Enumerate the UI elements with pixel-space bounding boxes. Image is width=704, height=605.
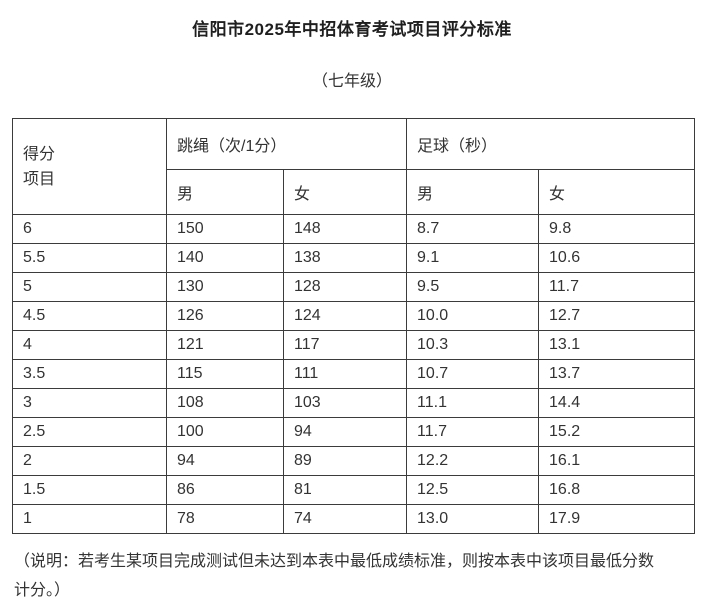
table-body: 6 150 148 8.7 9.8 5.5 140 138 9.1 10.6 5 130 128 9.5 1… — [12, 214, 696, 534]
footnote: （说明：若考生某项目完成测试但未达到本表中最低成绩标准，则按本表中该项目最低分数… — [14, 553, 655, 599]
sub-header-rope-female: 女 — [282, 169, 408, 215]
rope-female-cell: 103 — [282, 388, 408, 418]
football-male-cell: 12.5 — [406, 475, 540, 505]
table-row: 5 130 128 9.5 11.7 — [12, 272, 696, 302]
rope-female-cell: 74 — [282, 504, 408, 534]
rope-male-cell: 100 — [166, 417, 284, 447]
page-title: 信阳市2025年中招体育考试项目评分标准 — [192, 20, 512, 39]
rope-male-cell: 121 — [166, 330, 284, 360]
score-cell: 1.5 — [12, 475, 167, 505]
rope-male-cell: 108 — [166, 388, 284, 418]
football-male-cell: 10.3 — [406, 330, 540, 360]
group-header-football: 足球（秒） — [406, 118, 696, 170]
football-male-cell: 9.5 — [406, 272, 540, 302]
score-cell: 5.5 — [12, 243, 167, 273]
rope-female-cell: 124 — [282, 301, 408, 331]
rope-male-cell: 126 — [166, 301, 284, 331]
football-female-cell: 9.8 — [538, 214, 696, 244]
football-female-cell: 12.7 — [538, 301, 696, 331]
corner-header-line2: 项目 — [23, 170, 56, 188]
rope-male-cell: 86 — [166, 475, 284, 505]
table-group-header-row: 得分 项目 跳绳（次/1分） 足球（秒） — [12, 118, 696, 215]
score-cell: 4.5 — [12, 301, 167, 331]
football-male-cell: 10.7 — [406, 359, 540, 389]
score-cell: 5 — [12, 272, 167, 302]
rope-male-cell: 150 — [166, 214, 284, 244]
rope-male-cell: 130 — [166, 272, 284, 302]
rope-female-cell: 89 — [282, 446, 408, 476]
score-cell: 6 — [12, 214, 167, 244]
rope-female-cell: 81 — [282, 475, 408, 505]
page-subtitle: （七年级） — [311, 73, 392, 90]
football-female-cell: 13.1 — [538, 330, 696, 360]
football-female-cell: 13.7 — [538, 359, 696, 389]
scoring-table: 得分 项目 跳绳（次/1分） 足球（秒） 男 女 男 女 6 150 148 8.7 9… — [12, 118, 696, 534]
corner-header-line1: 得分 — [23, 145, 56, 163]
rope-female-cell: 94 — [282, 417, 408, 447]
football-male-cell: 12.2 — [406, 446, 540, 476]
table-row: 2 94 89 12.2 16.1 — [12, 446, 696, 476]
football-female-cell: 14.4 — [538, 388, 696, 418]
rope-male-cell: 94 — [166, 446, 284, 476]
score-cell: 3 — [12, 388, 167, 418]
table-row: 4.5 126 124 10.0 12.7 — [12, 301, 696, 331]
score-cell: 2 — [12, 446, 167, 476]
table-row: 1.5 86 81 12.5 16.8 — [12, 475, 696, 505]
rope-female-cell: 117 — [282, 330, 408, 360]
sub-header-football-female: 女 — [538, 169, 696, 215]
football-male-cell: 9.1 — [406, 243, 540, 273]
sub-header-rope-male: 男 — [166, 169, 284, 215]
football-female-cell: 11.7 — [538, 272, 696, 302]
rope-female-cell: 138 — [282, 243, 408, 273]
table-row: 4 121 117 10.3 13.1 — [12, 330, 696, 360]
table-sub-header-row: 男 女 男 女 — [13, 169, 696, 215]
rope-male-cell: 115 — [166, 359, 284, 389]
table-row: 6 150 148 8.7 9.8 — [12, 214, 696, 244]
score-cell: 2.5 — [12, 417, 167, 447]
rope-male-cell: 140 — [166, 243, 284, 273]
football-female-cell: 16.1 — [538, 446, 696, 476]
table-row: 1 78 74 13.0 17.9 — [12, 504, 696, 534]
rope-female-cell: 111 — [282, 359, 408, 389]
group-header-jump-rope: 跳绳（次/1分） — [165, 118, 408, 170]
football-male-cell: 11.7 — [406, 417, 540, 447]
football-female-cell: 10.6 — [538, 243, 696, 273]
football-male-cell: 10.0 — [406, 301, 540, 331]
football-female-cell: 17.9 — [538, 504, 696, 534]
rope-female-cell: 148 — [282, 214, 408, 244]
rope-female-cell: 128 — [282, 272, 408, 302]
rope-male-cell: 78 — [166, 504, 284, 534]
score-cell: 1 — [12, 504, 167, 534]
table-row: 5.5 140 138 9.1 10.6 — [12, 243, 696, 273]
corner-header-cell: 得分 项目 — [12, 118, 167, 215]
sub-header-football-male: 男 — [406, 169, 540, 215]
table-row: 3.5 115 111 10.7 13.7 — [12, 359, 696, 389]
football-male-cell: 13.0 — [406, 504, 540, 534]
table-row: 3 108 103 11.1 14.4 — [12, 388, 696, 418]
score-cell: 4 — [12, 330, 167, 360]
score-cell: 3.5 — [12, 359, 167, 389]
football-male-cell: 8.7 — [406, 214, 540, 244]
football-female-cell: 16.8 — [538, 475, 696, 505]
football-male-cell: 11.1 — [406, 388, 540, 418]
football-female-cell: 15.2 — [538, 417, 696, 447]
table-row: 2.5 100 94 11.7 15.2 — [12, 417, 696, 447]
